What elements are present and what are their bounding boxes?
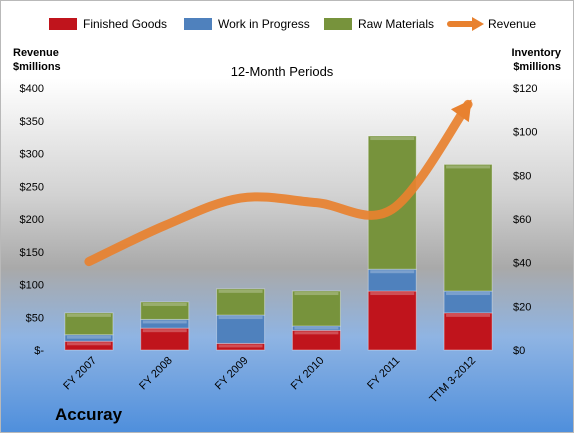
category-labels: FY 2007 FY 2008 FY 2009 FY 2010 FY 2011 TTM 3… (61, 355, 478, 406)
left-tick-label: $50 (26, 312, 44, 324)
bar-highlight (446, 292, 491, 296)
bar-highlight (446, 313, 491, 317)
bar-highlight (294, 326, 339, 330)
bar-segment-raw-materials (216, 288, 266, 316)
bar-highlight (370, 137, 415, 141)
right-axis-title-line1: Inventory (511, 47, 561, 59)
left-axis-title-line2: $millions (13, 61, 61, 73)
bar-segment-raw-materials (443, 163, 493, 292)
left-tick-label: $200 (20, 214, 44, 226)
category-label: FY 2007 (61, 355, 99, 393)
bar-highlight (370, 292, 415, 296)
bar-highlight (370, 270, 415, 274)
bar-segment-finished-goods (367, 290, 417, 351)
left-axis-title-line1: Revenue (13, 47, 59, 59)
bar-segment-raw-materials (140, 301, 190, 320)
category-label: FY 2010 (289, 355, 327, 393)
right-tick-label: $60 (513, 214, 531, 226)
bar-highlight (142, 329, 187, 333)
right-tick-label: $80 (513, 170, 531, 182)
legend-swatch (49, 18, 77, 30)
right-tick-label: $40 (513, 258, 531, 270)
chart-title: 12-Month Periods (231, 64, 334, 79)
left-tick-label: $300 (20, 149, 44, 161)
bar-highlight (294, 331, 339, 335)
bar-highlight (446, 165, 491, 169)
legend-label: Work in Progress (218, 17, 310, 31)
right-tick-label: $20 (513, 301, 531, 313)
legend-label: Revenue (488, 17, 536, 31)
bar-highlight (66, 313, 111, 317)
bar-highlight (66, 335, 111, 339)
company-name: Accuray (55, 405, 123, 424)
revenue-line (84, 99, 473, 267)
legend: Finished Goods Work in Progress Raw Materi… (49, 17, 536, 31)
bar-highlight (142, 302, 187, 306)
bar-highlight (142, 320, 187, 324)
bar-segment-finished-goods (443, 312, 493, 351)
bar-segment-work-in-progress (216, 314, 266, 344)
category-label: FY 2011 (365, 355, 402, 392)
legend-arrow (472, 17, 484, 31)
bar-segment-raw-materials (64, 312, 114, 336)
bar-segment-raw-materials (291, 290, 341, 327)
bar-highlight (66, 342, 111, 346)
left-tick-label: $250 (20, 181, 44, 193)
legend-label: Finished Goods (83, 17, 167, 31)
revenue-line-group (84, 99, 473, 267)
left-axis-ticks: $- $50 $100 $150 $200 $250 $300 $350 $400 (20, 83, 45, 357)
right-tick-label: $0 (513, 345, 525, 357)
bar-highlight (218, 344, 263, 348)
left-tick-label: $350 (20, 116, 44, 128)
bar-highlight (218, 316, 263, 320)
left-tick-label: $- (34, 345, 44, 357)
category-label: FY 2009 (213, 355, 251, 393)
left-tick-label: $400 (20, 83, 44, 95)
legend-swatch (184, 18, 212, 30)
category-label: FY 2008 (137, 355, 175, 393)
left-tick-label: $150 (20, 247, 44, 259)
right-axis-ticks: $0 $20 $40 $60 $80 $100 $120 (513, 83, 537, 357)
legend-label: Raw Materials (358, 17, 434, 31)
revenue-arrowhead (450, 99, 472, 123)
bar-highlight (218, 289, 263, 293)
bar-segment-raw-materials (367, 135, 417, 270)
bar-highlight (294, 292, 339, 296)
legend-swatch (324, 18, 352, 30)
bar-stacks (64, 135, 493, 351)
left-tick-label: $100 (20, 280, 44, 292)
right-axis-title-line2: $millions (513, 61, 561, 73)
right-tick-label: $120 (513, 83, 537, 95)
right-tick-label: $100 (513, 127, 537, 139)
category-label: TTM 3-2012 (427, 355, 478, 406)
